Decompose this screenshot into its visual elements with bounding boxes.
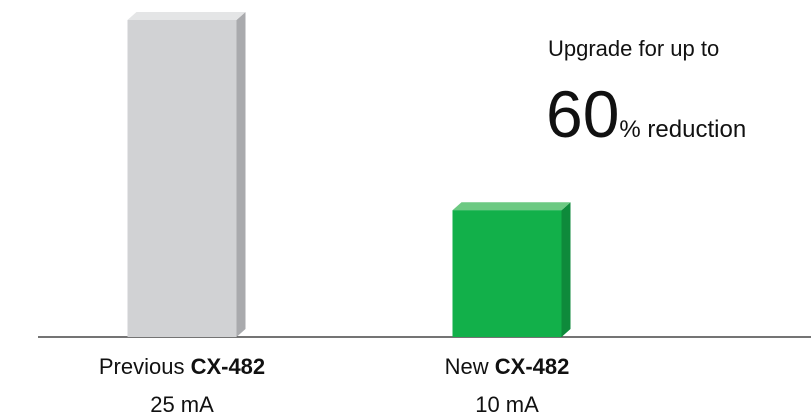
- annotation-value: 60% reduction: [546, 77, 746, 151]
- annotation-intro: Upgrade for up to: [548, 36, 719, 61]
- value-label: 10 mA: [475, 392, 539, 417]
- bar: [127, 20, 237, 337]
- category-prefix: New: [445, 354, 489, 379]
- bar: [452, 210, 562, 337]
- category-label: Previous CX-482: [99, 354, 265, 379]
- annotation-number: 60: [546, 77, 619, 151]
- annotation-suffix: % reduction: [619, 116, 746, 143]
- category-model: CX-482: [495, 354, 570, 379]
- bar-side: [236, 12, 246, 337]
- category-label: New CX-482: [445, 354, 570, 379]
- value-label: 25 mA: [150, 392, 214, 417]
- bar-top: [127, 12, 246, 20]
- bar-top: [452, 202, 571, 211]
- category-model: CX-482: [191, 354, 266, 379]
- category-prefix: Previous: [99, 354, 185, 379]
- bar-side: [561, 202, 571, 337]
